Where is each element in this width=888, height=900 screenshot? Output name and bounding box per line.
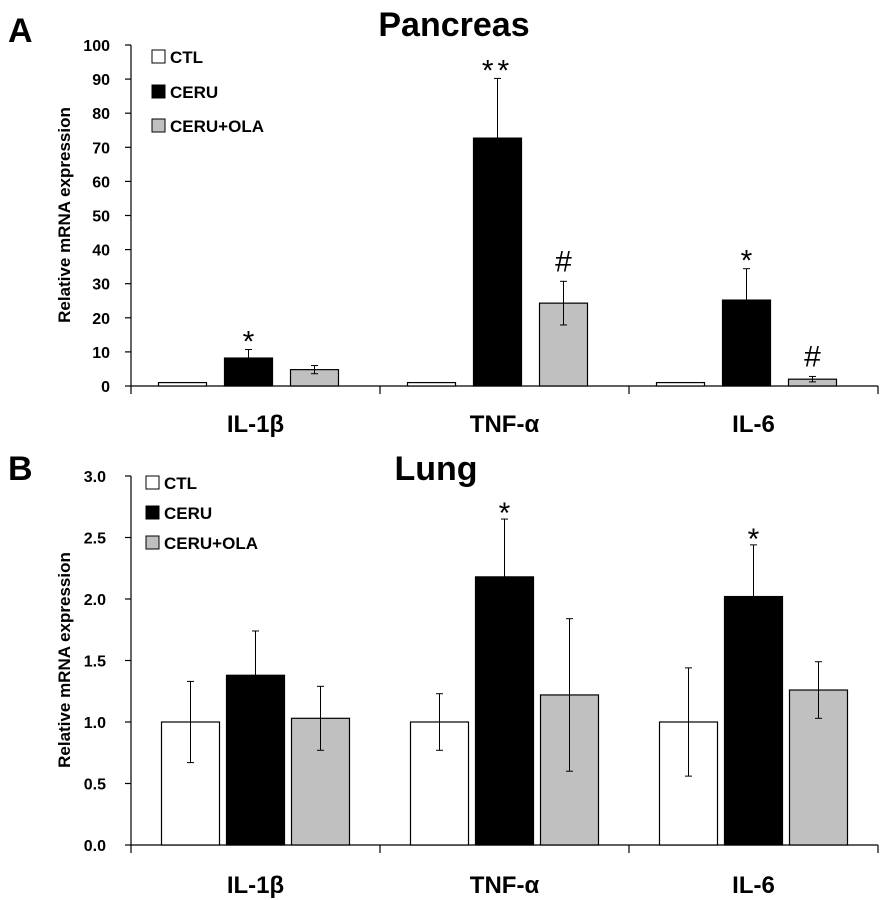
significance-marker-ceru-ola-tnf: # [555,245,572,278]
y-axis-label: Relative mRNA expression [55,107,74,323]
y-tick-label: 3.0 [84,469,106,486]
legend-swatch-ceru [151,84,166,99]
legend-label-ceru-ola: CERU+OLA [164,534,258,553]
x-category-label-tnf: TNF-α [470,411,540,438]
y-tick-label: 0.0 [84,838,106,855]
plot-area-pancreas: 0 10 20 30 40 50 60 70 80 90 100 IL-1β * TNF-α ** # IL-6… [83,38,879,438]
y-tick-label: 50 [92,209,110,226]
panel-pancreas: A Pancreas Relative mRNA expression 0 10 2… [8,6,879,438]
y-tick-label: 100 [83,38,110,55]
y-tick-label: 1.0 [84,715,106,732]
y-tick-label: 0 [101,379,110,396]
x-category-label-tnf: TNF-α [470,872,540,899]
y-axis-label: Relative mRNA expression [55,552,74,768]
y-tick-label: 2.5 [84,531,106,548]
y-tick-label: 30 [92,277,110,294]
legend-swatch-ceru [145,505,160,520]
y-tick-label: 20 [92,311,110,328]
panel-lung: B Lung Relative mRNA expression 0.0 0.5 1.… [8,450,879,899]
y-tick-label: 80 [92,106,110,123]
chart-title-pancreas: Pancreas [378,6,529,44]
significance-marker-ceru-il-6: * [741,245,753,278]
legend-lung: CTL CERU CERU+OLA [145,474,258,553]
significance-marker-ceru-tnf: * [499,497,511,530]
y-tick-label: 2.0 [84,592,106,609]
x-category-label-il-6: IL-6 [732,411,775,438]
significance-marker-ceru-tnf: ** [482,54,513,87]
chart-title-lung: Lung [394,450,477,488]
legend-label-ctl: CTL [164,474,197,493]
significance-marker-ceru-ola-il-6: # [804,340,821,373]
legend-swatch-ceru-ola [151,118,166,133]
legend-swatch-ceru-ola [145,535,160,550]
panel-letter-b: B [8,450,33,488]
y-tick-label: 90 [92,72,110,89]
legend-swatch-ctl [151,49,166,64]
x-category-label-il-6: IL-6 [732,872,775,899]
bar-ctl-il-1 [157,381,208,387]
legend-swatch-ctl [145,475,160,490]
legend-label-ceru: CERU [164,504,212,523]
bar-ctl-il-6 [655,381,706,387]
y-tick-label: 1.5 [84,654,106,671]
y-tick-label: 60 [92,174,110,191]
bar-ctl-tnf [406,381,457,387]
significance-marker-ceru-il-6: * [748,523,760,556]
plot-area-lung: 0.0 0.5 1.0 1.5 2.0 2.5 3.0 IL-1β TNF-α * IL-6 * [84,469,879,899]
legend-pancreas: CTL CERU CERU+OLA [151,48,264,136]
x-category-label-il-1: IL-1β [227,872,284,899]
legend-label-ctl: CTL [170,48,203,67]
legend-label-ceru: CERU [170,83,218,102]
y-tick-label: 40 [92,243,110,260]
y-tick-label: 70 [92,140,110,157]
y-tick-label: 0.5 [84,777,106,794]
y-tick-label: 10 [92,345,110,362]
legend-label-ceru-ola: CERU+OLA [170,117,264,136]
panel-letter-a: A [8,12,33,50]
significance-marker-ceru-il-1: * [243,326,255,359]
x-category-label-il-1: IL-1β [227,411,284,438]
